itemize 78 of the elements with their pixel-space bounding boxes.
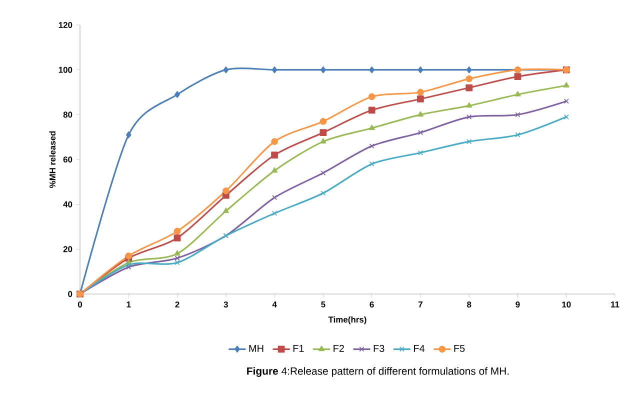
point [368,124,375,130]
point [174,228,181,235]
point [223,66,229,74]
point [417,88,424,96]
y-tick-label: 120 [58,22,72,28]
point [126,262,132,268]
point [320,138,326,144]
point [564,98,569,104]
point [418,130,424,136]
y-axis-title: %MH released [49,131,56,188]
point [174,91,180,98]
x-tick-label: 5 [321,302,326,308]
point [466,102,472,108]
x-tick-label: 10 [562,302,571,308]
point [515,112,520,118]
point [515,132,520,138]
x-tick-label: 7 [418,302,422,308]
point [466,66,472,74]
point [564,114,569,120]
point [320,170,326,176]
x-tick-label: 3 [224,302,228,308]
point [272,66,278,74]
point [222,208,229,213]
point [514,73,522,80]
legend-label: F3 [374,344,384,352]
point [271,138,278,146]
y-tick-label: 100 [58,66,72,73]
x-tick-label: 6 [370,302,374,308]
point [369,66,375,74]
x-tick-label: 4 [272,302,277,308]
point [563,82,570,88]
legend-label: MH [249,344,264,352]
point [418,66,424,74]
point [174,256,180,261]
point [320,129,327,136]
x-tick-label: 1 [126,302,131,308]
point [368,106,376,114]
point [272,210,278,216]
point [417,96,424,102]
x-tick-label: 9 [516,302,520,308]
point [466,75,473,82]
point [466,84,473,92]
y-tick-label: 40 [63,201,72,208]
point [514,91,521,96]
point [320,190,326,196]
y-tick-label: 60 [63,156,72,162]
point [320,118,327,125]
point [222,187,230,194]
x-tick-label: 8 [467,302,472,308]
x-tick-label: 2 [175,302,180,308]
point [126,264,132,270]
point [272,195,278,200]
point [369,161,374,167]
point [126,131,132,138]
y-tick-label: 0 [68,291,72,297]
x-tick-label: 0 [78,302,82,308]
point [174,260,180,266]
point [174,234,181,242]
point [320,66,326,74]
legend-label: F5 [454,344,465,352]
legend-label: F1 [293,344,304,352]
point [466,139,472,144]
x-axis-title: Time(hrs) [328,316,366,324]
point [174,250,180,256]
point [418,150,424,156]
point [272,167,278,173]
point [125,252,132,260]
point [466,114,472,120]
legend-label: F2 [334,344,344,352]
point [417,111,424,117]
legend-label: F4 [414,344,425,352]
y-tick-label: 20 [63,246,72,252]
y-tick-label: 80 [63,112,72,118]
point [368,93,376,100]
point [271,152,278,158]
x-tick-label: 11 [611,302,620,308]
point [369,143,374,149]
text: Figure 4:Release pattern of different formulations of MH. [247,367,509,377]
